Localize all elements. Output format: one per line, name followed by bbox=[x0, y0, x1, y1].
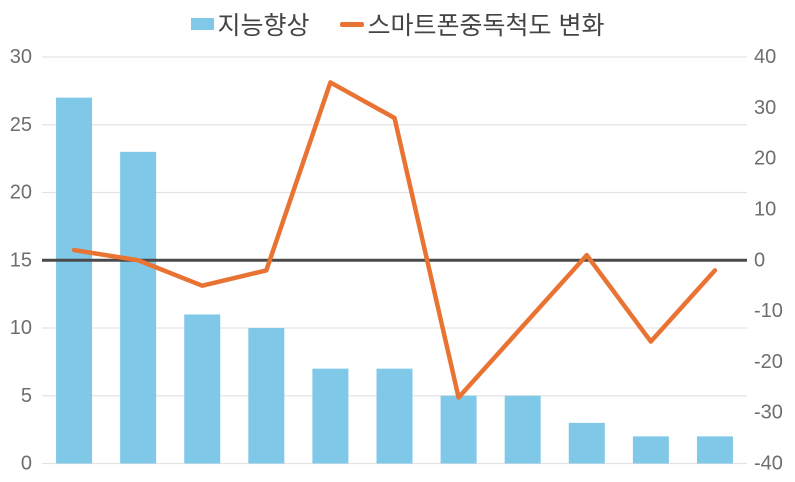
bar bbox=[440, 395, 477, 464]
right-axis-tick-label: 0 bbox=[754, 249, 765, 271]
line-series bbox=[71, 80, 718, 400]
right-axis-tick-label: -10 bbox=[754, 300, 783, 322]
right-axis-tick-label: 20 bbox=[754, 148, 776, 170]
bar bbox=[504, 395, 541, 464]
right-axis-tick-label: 10 bbox=[754, 198, 776, 220]
left-axis-tick-label: 5 bbox=[21, 385, 32, 407]
right-axis-tick-label: -40 bbox=[754, 453, 783, 475]
bar bbox=[56, 97, 93, 464]
left-axis-tick-label: 25 bbox=[10, 114, 32, 136]
legend-label-bars: 지능향상 bbox=[217, 12, 310, 40]
line-series-swatch-icon bbox=[339, 21, 364, 27]
bar bbox=[632, 436, 669, 464]
chart-legend: 지능향상 스마트폰중독척도 변화 bbox=[0, 6, 795, 42]
left-axis-tick-label: 30 bbox=[10, 46, 32, 68]
right-axis-tick-label: -30 bbox=[754, 402, 783, 424]
left-axis-tick-label: 15 bbox=[10, 249, 32, 271]
right-axis-tick-label: -20 bbox=[754, 351, 783, 373]
bar-series-swatch-icon bbox=[190, 18, 214, 30]
bar bbox=[120, 151, 157, 464]
bar bbox=[696, 436, 733, 464]
legend-item-line: 스마트폰중독척도 변화 bbox=[339, 6, 605, 42]
right-axis-tick-label: 30 bbox=[754, 97, 776, 119]
bar bbox=[568, 422, 605, 464]
right-axis-tick-label: 40 bbox=[754, 46, 776, 68]
bar bbox=[184, 314, 221, 464]
legend-item-bars: 지능향상 bbox=[190, 6, 310, 42]
left-axis-tick-label: 0 bbox=[21, 453, 32, 475]
left-axis-tick-label: 20 bbox=[10, 182, 32, 204]
bar bbox=[248, 328, 285, 464]
bar bbox=[312, 368, 349, 464]
left-axis-tick-label: 10 bbox=[10, 317, 32, 339]
legend-label-line: 스마트폰중독척도 변화 bbox=[367, 12, 605, 40]
bar bbox=[376, 368, 413, 464]
